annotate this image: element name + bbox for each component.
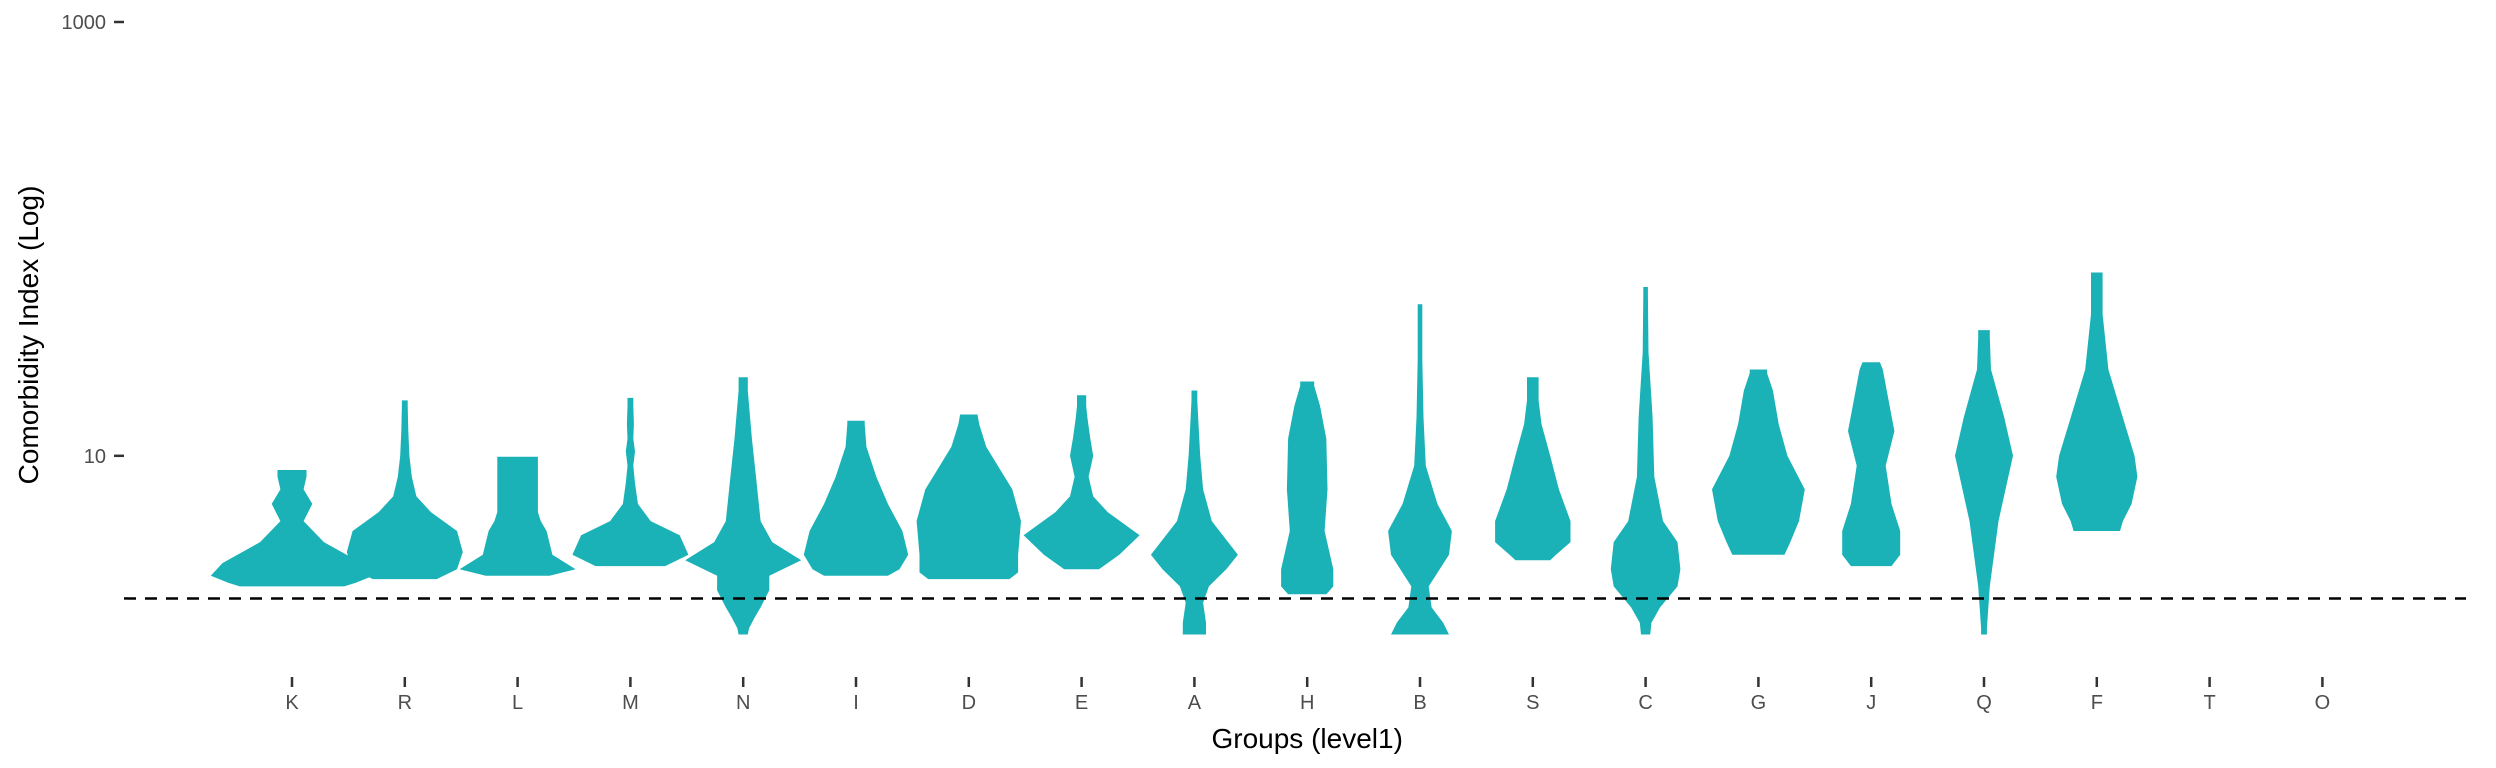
x-tick-label: N: [736, 692, 750, 714]
violin-M: [572, 397, 689, 567]
violin-G: [1712, 369, 1805, 555]
violin-N: [685, 377, 802, 635]
violin-Q: [1955, 330, 2013, 635]
x-tick-label: F: [2091, 692, 2103, 714]
x-tick-label: L: [512, 692, 523, 714]
x-tick-label: O: [2315, 692, 2331, 714]
y-axis-title: Comorbidity Index (Log): [13, 186, 44, 485]
y-tick-label: 1000: [62, 12, 107, 34]
violin-K: [210, 470, 374, 587]
violin-A: [1150, 390, 1238, 635]
x-tick-label: K: [285, 692, 299, 714]
x-axis-title: Groups (level1): [1211, 723, 1402, 754]
x-tick-label: S: [1526, 692, 1539, 714]
violin-D: [916, 414, 1021, 580]
violin-B: [1388, 304, 1452, 635]
x-tick-label: E: [1075, 692, 1088, 714]
x-tick-label: C: [1638, 692, 1652, 714]
x-tick-label: A: [1188, 692, 1202, 714]
violin-S: [1495, 377, 1571, 561]
x-tick-label: R: [398, 692, 412, 714]
x-tick-label: Q: [1976, 692, 1992, 714]
violin-H: [1281, 381, 1334, 595]
violin-J: [1842, 362, 1901, 567]
x-tick-label: J: [1866, 692, 1876, 714]
violin-I: [803, 420, 909, 576]
violin-C: [1610, 287, 1681, 635]
y-tick-label: 10: [84, 446, 106, 468]
violins-layer: [210, 272, 2138, 635]
x-tick-label: D: [962, 692, 976, 714]
violin-R: [346, 400, 463, 580]
x-tick-label: T: [2203, 692, 2215, 714]
y-axis: 10 1000: [62, 12, 124, 468]
x-tick-label: M: [622, 692, 639, 714]
violin-E: [1023, 395, 1140, 570]
x-tick-label: H: [1300, 692, 1314, 714]
x-tick-label: I: [853, 692, 859, 714]
violin-L: [459, 456, 576, 576]
x-tick-label: B: [1413, 692, 1426, 714]
x-tick-label: G: [1751, 692, 1767, 714]
violin-F: [2056, 272, 2138, 531]
